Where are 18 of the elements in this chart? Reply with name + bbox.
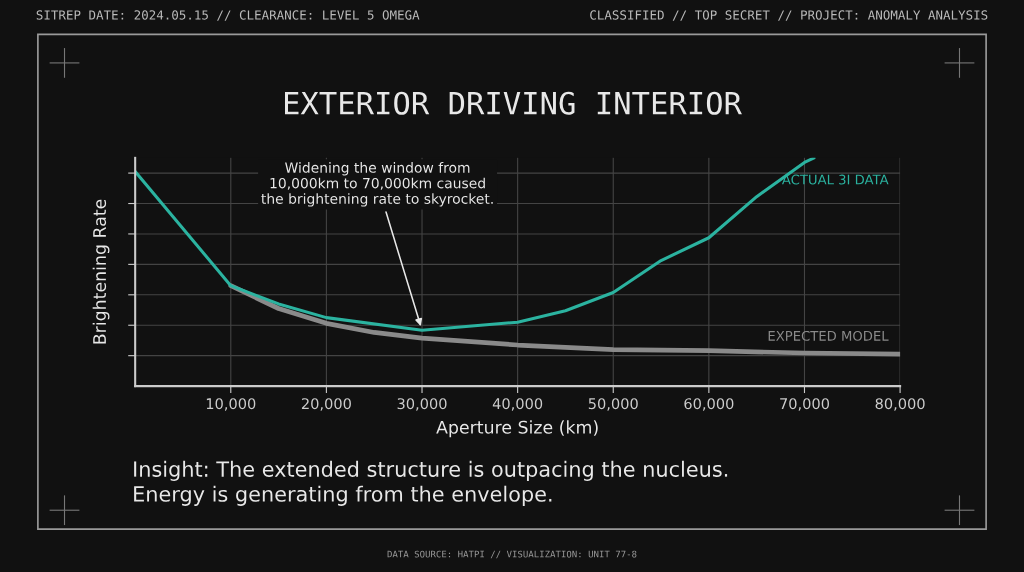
- x-tick-label: 20,000: [301, 398, 351, 411]
- text: Insight: The extended structure is outpacing the nucleus. Energy is generating from the envelope.: [134, 460, 728, 506]
- annotation: Widening the window from 10,000km to 70,000km caused the brightening rate to skyrocket.: [261, 162, 493, 207]
- x-tick-label: 40,000: [492, 398, 543, 411]
- x-tick-label: 60,000: [684, 398, 734, 411]
- series-label: EXPECTED MODEL: [768, 330, 889, 341]
- text: SITREP DATE: 2024.05.15 // CLEARANCE: LEVEL 5 OMEGA: [36, 10, 420, 21]
- x-tick-label: 30,000: [397, 398, 447, 411]
- series-label: ACTUAL 3I DATA: [781, 174, 889, 185]
- chart-title: EXTERIOR DRIVING INTERIOR: [285, 91, 742, 115]
- text: CLASSIFIED // TOP SECRET // PROJECT: ANOMALY ANALYSIS: [590, 10, 988, 21]
- x-tick-label: 70,000: [780, 398, 830, 411]
- y-axis-title: Brightening Rate: [92, 199, 110, 344]
- x-tick-label: 10,000: [206, 398, 256, 411]
- source-note: DATA SOURCE: HATPI // VISUALIZATION: UNIT 77-8: [387, 550, 637, 559]
- x-tick-label: 80,000: [875, 398, 925, 411]
- x-tick-label: 50,000: [588, 398, 638, 411]
- x-axis-title: Aperture Size (km): [436, 420, 598, 438]
